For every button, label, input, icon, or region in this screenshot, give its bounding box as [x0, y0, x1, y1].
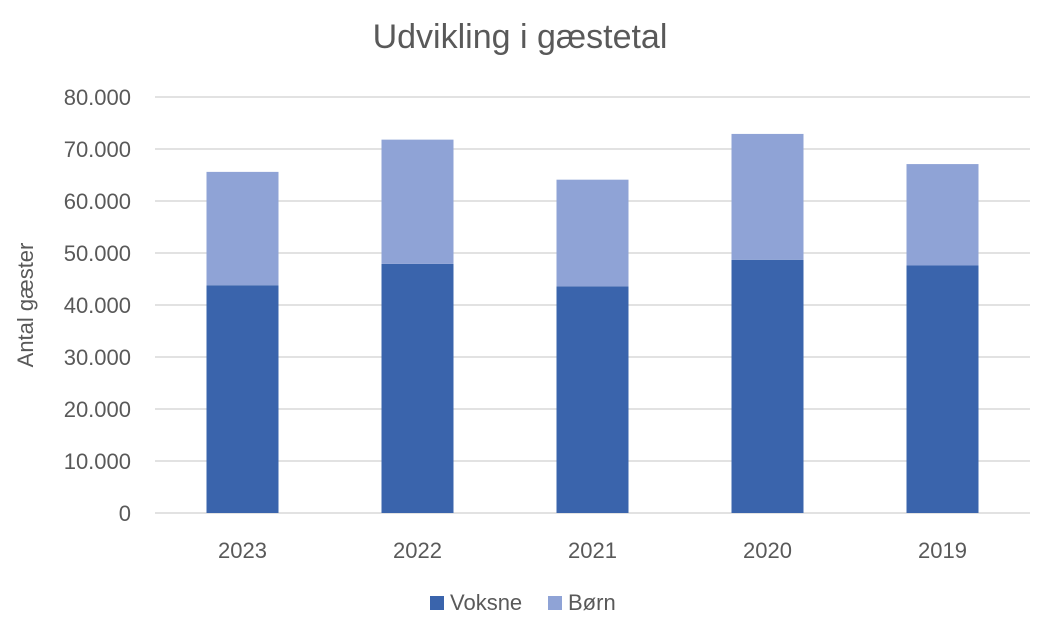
- bar-b-rn-2019: [906, 164, 979, 266]
- legend-label: Voksne: [450, 590, 522, 615]
- y-tick-label: 50.000: [64, 241, 131, 266]
- y-tick-label: 60.000: [64, 189, 131, 214]
- x-tick-label: 2021: [568, 538, 617, 563]
- y-tick-label: 30.000: [64, 345, 131, 370]
- chart-title: Udvikling i gæstetal: [373, 18, 668, 56]
- y-tick-label: 70.000: [64, 137, 131, 162]
- x-tick-label: 2023: [218, 538, 267, 563]
- legend: Voksne Børn: [430, 590, 616, 615]
- bar-b-rn-2021: [556, 179, 629, 287]
- bars: [206, 133, 979, 513]
- bar-voksne-2021: [556, 286, 629, 513]
- legend-swatch: [430, 596, 444, 610]
- y-tick-label: 40.000: [64, 293, 131, 318]
- x-tick-label: 2020: [743, 538, 792, 563]
- y-tick-label: 10.000: [64, 449, 131, 474]
- y-axis-title: Antal gæster: [13, 243, 38, 368]
- bar-b-rn-2022: [381, 139, 454, 264]
- bar-b-rn-2020: [731, 133, 804, 260]
- bar-voksne-2019: [906, 265, 979, 513]
- x-axis-ticks: 2023 2022 2021 2020 2019: [218, 538, 967, 563]
- y-tick-label: 20.000: [64, 397, 131, 422]
- legend-label: Børn: [568, 590, 616, 615]
- bar-voksne-2022: [381, 263, 454, 513]
- y-axis-ticks: 0 10.000 20.000 30.000 40.000 50.000 60.000 70.…: [64, 85, 131, 526]
- bar-b-rn-2023: [206, 171, 279, 286]
- bar-voksne-2020: [731, 259, 804, 513]
- y-tick-label: 80.000: [64, 85, 131, 110]
- x-tick-label: 2019: [918, 538, 967, 563]
- bar-voksne-2023: [206, 285, 279, 513]
- legend-swatch: [548, 596, 562, 610]
- x-tick-label: 2022: [393, 538, 442, 563]
- y-tick-label: 0: [119, 501, 131, 526]
